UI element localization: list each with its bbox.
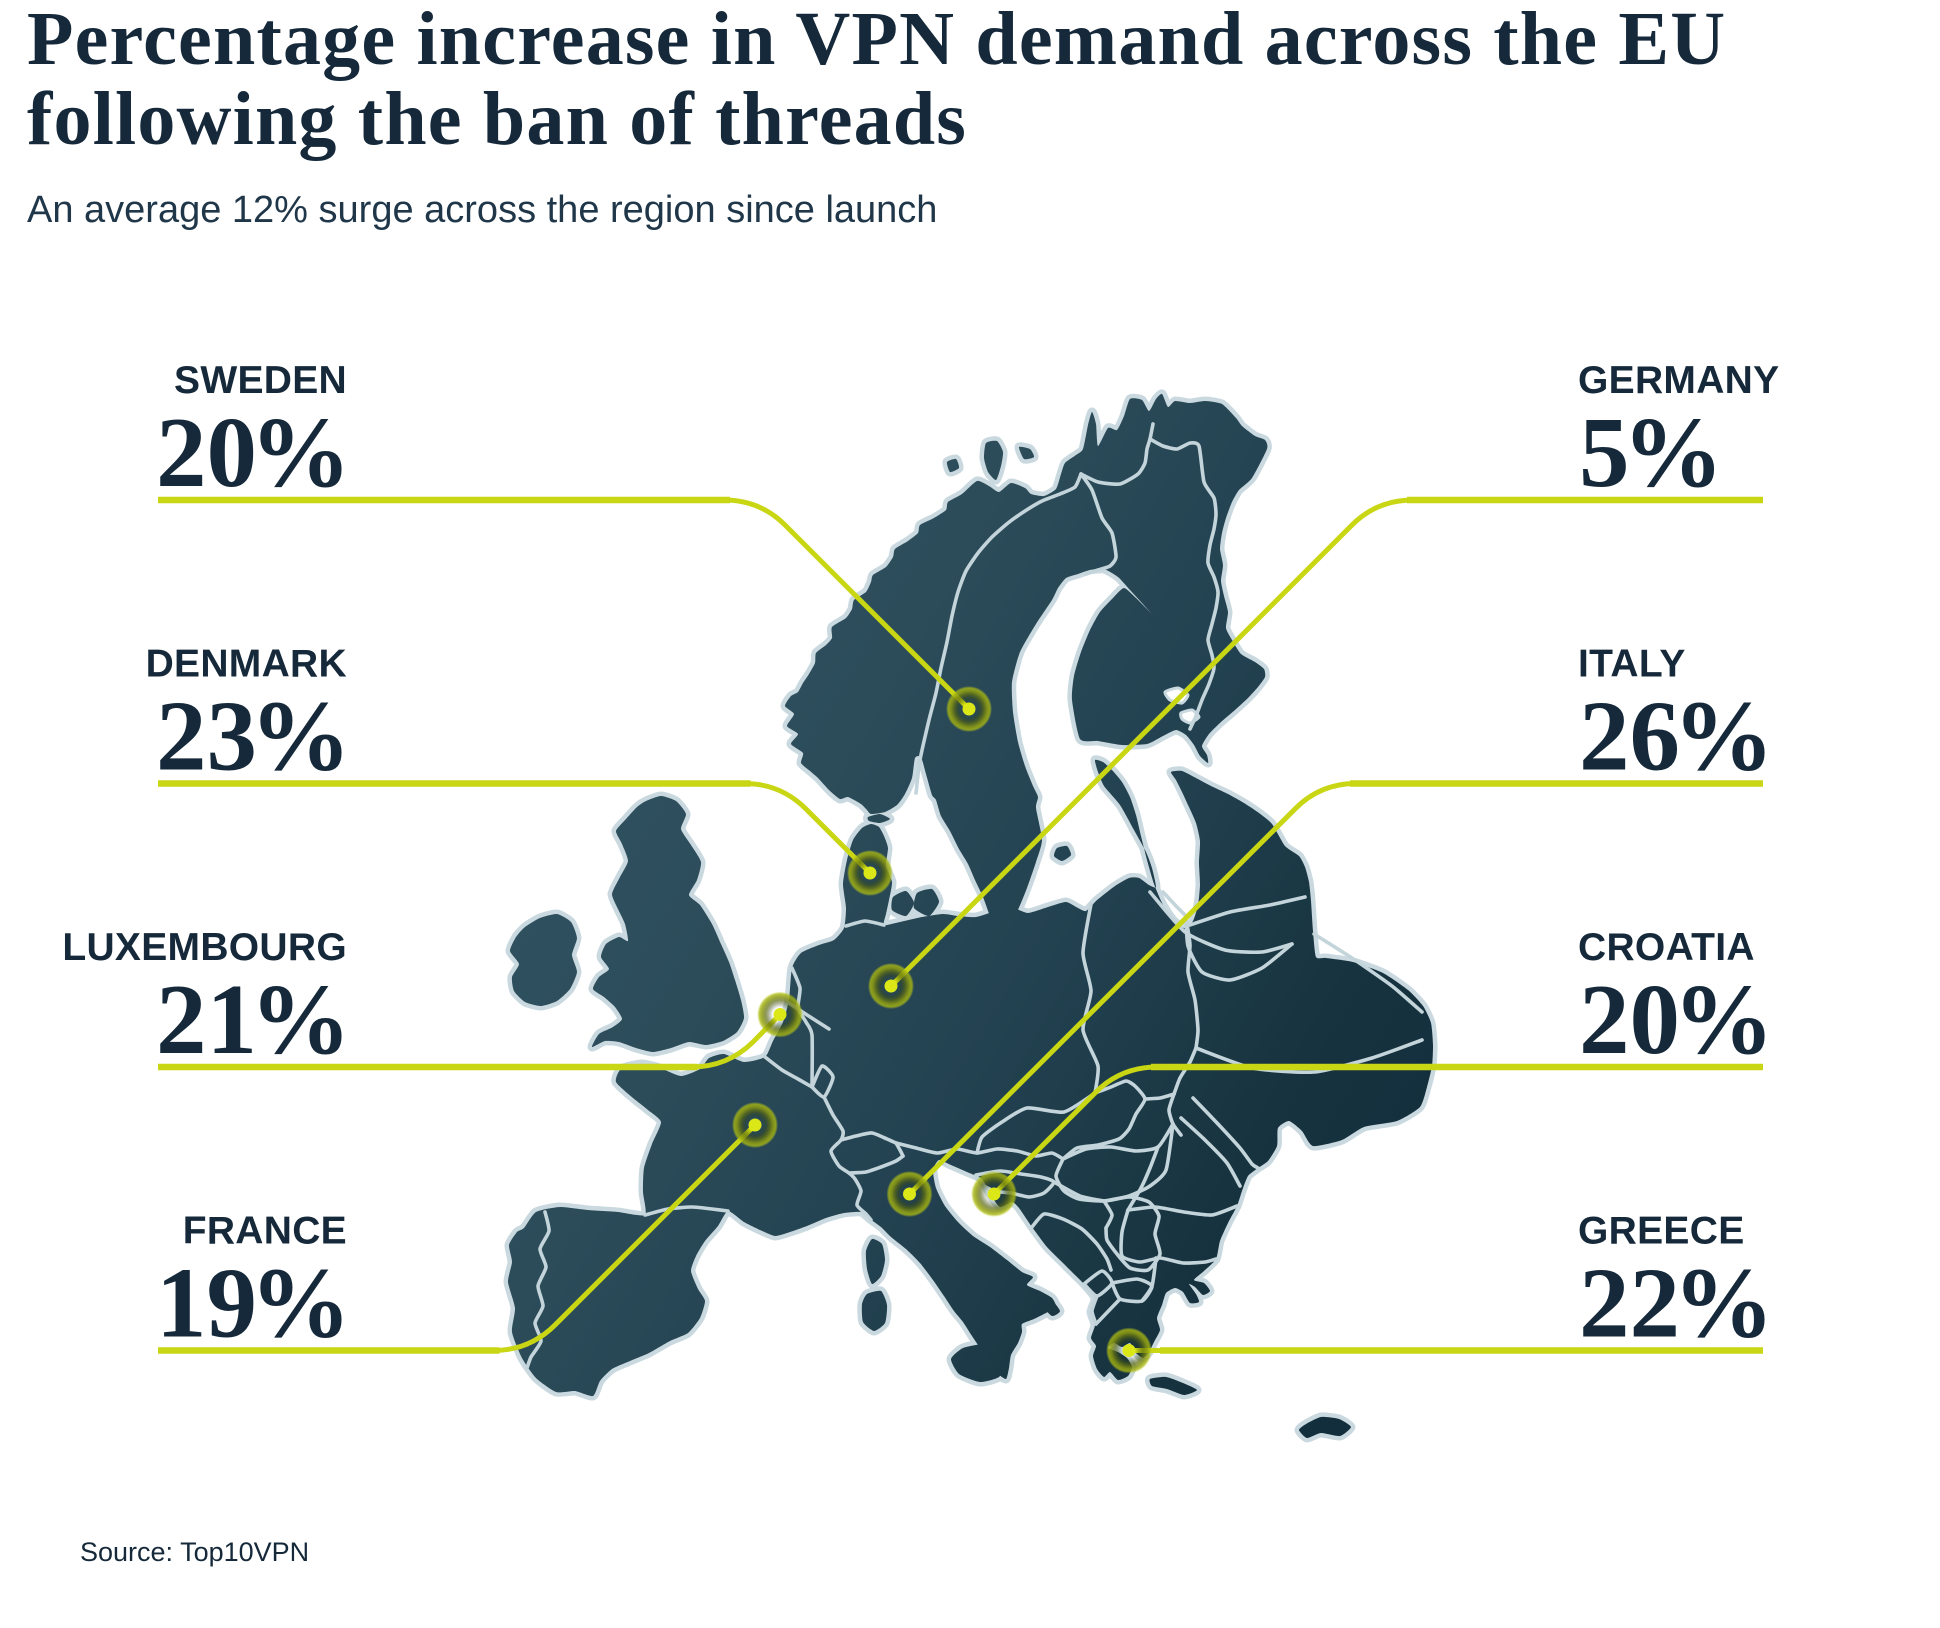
svg-text:ITALY: ITALY [1578,643,1686,686]
svg-text:21%: 21% [156,963,351,1075]
svg-text:GERMANY: GERMANY [1578,359,1779,402]
svg-text:GREECE: GREECE [1578,1210,1745,1253]
svg-text:23%: 23% [156,680,351,792]
svg-text:following the ban of threads: following the ban of threads [27,77,967,161]
svg-text:5%: 5% [1579,396,1724,508]
svg-text:FRANCE: FRANCE [183,1210,347,1253]
svg-text:20%: 20% [156,396,351,508]
svg-text:19%: 19% [156,1247,351,1359]
svg-text:Source: Top10VPN: Source: Top10VPN [80,1537,309,1567]
svg-text:SWEDEN: SWEDEN [174,359,347,402]
svg-text:20%: 20% [1579,963,1774,1075]
svg-text:Percentage increase in VPN dem: Percentage increase in VPN demand across… [27,0,1726,81]
svg-text:22%: 22% [1579,1247,1774,1359]
svg-text:An average 12% surge across th: An average 12% surge across the region s… [27,189,937,231]
svg-text:CROATIA: CROATIA [1578,926,1755,969]
svg-text:LUXEMBOURG: LUXEMBOURG [62,926,347,969]
svg-text:DENMARK: DENMARK [146,643,347,686]
svg-text:26%: 26% [1579,680,1774,792]
